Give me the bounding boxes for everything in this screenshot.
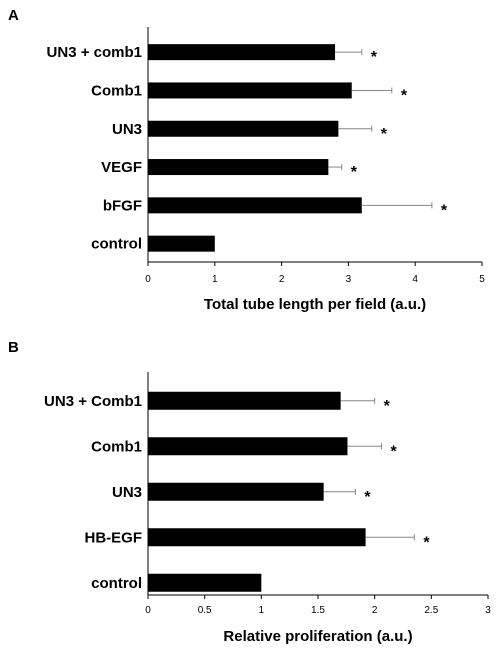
category-label: Comb1	[91, 82, 142, 99]
category-label: control	[91, 236, 142, 253]
bar-control	[148, 573, 262, 592]
category-label: UN3 + Comb1	[44, 393, 142, 410]
significance-star: *	[364, 489, 371, 506]
category-label: UN3	[112, 484, 142, 501]
bar-bfgf	[148, 197, 362, 214]
significance-star: *	[381, 126, 388, 143]
x-tick-label: 4	[412, 274, 418, 285]
x-tick-label: 5	[479, 274, 485, 285]
panel-letter-a: A	[8, 7, 19, 24]
x-tick-label: 1	[212, 274, 218, 285]
category-label: VEGF	[101, 159, 142, 176]
bar-un3	[148, 120, 339, 137]
x-tick-label: 2.5	[424, 605, 438, 616]
panel-a-chart: 0 1 2 3 4 5 UN3 + comb1 * Comb1 * UN3 * VEGF * bFGF * co…	[47, 27, 485, 313]
x-axis-title: Total tube length per field (a.u.)	[204, 296, 426, 313]
x-tick-label: 1.5	[311, 605, 325, 616]
significance-star: *	[351, 164, 358, 181]
category-label: UN3 + comb1	[47, 44, 142, 61]
x-tick-label: 0	[145, 274, 151, 285]
bar-comb1	[148, 82, 352, 99]
x-tick-label: 1	[259, 605, 265, 616]
significance-star: *	[423, 534, 430, 551]
bar-vegf	[148, 159, 329, 176]
bar-comb1	[148, 437, 348, 456]
x-tick-label: 2	[372, 605, 378, 616]
significance-star: *	[390, 443, 397, 460]
x-tick-label: 3	[485, 605, 491, 616]
x-tick-label: 0.5	[198, 605, 212, 616]
panel-b-chart: 0 0.5 1 1.5 2 2.5 3 UN3 + Comb1 * Comb1 * UN3 * HB-EG…	[44, 372, 491, 645]
x-tick-label: 2	[279, 274, 285, 285]
x-tick-label: 3	[346, 274, 352, 285]
category-label: HB-EGF	[85, 529, 143, 546]
bar-un3-comb1	[148, 391, 341, 410]
category-label: bFGF	[103, 197, 142, 214]
x-axis-title: Relative proliferation (a.u.)	[223, 628, 412, 645]
significance-star: *	[401, 87, 408, 104]
category-label: Comb1	[91, 438, 142, 455]
panel-letter-b: B	[8, 339, 19, 356]
significance-star: *	[384, 398, 391, 415]
x-tick-label: 0	[145, 605, 151, 616]
category-label: control	[91, 575, 142, 592]
significance-star: *	[441, 202, 448, 219]
bar-hb-egf	[148, 528, 366, 547]
bar-un3	[148, 482, 324, 501]
category-label: UN3	[112, 121, 142, 138]
bar-un3-comb1	[148, 44, 336, 61]
bar-control	[148, 235, 215, 252]
significance-star: *	[371, 49, 378, 66]
